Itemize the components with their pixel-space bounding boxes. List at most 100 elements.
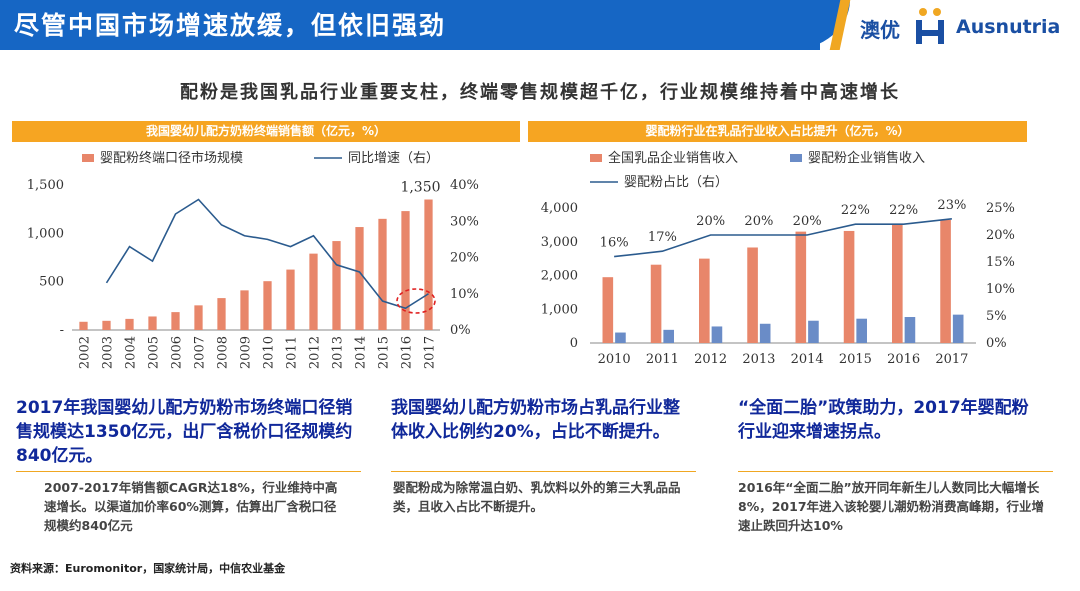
bar-formula-revenue <box>759 323 771 343</box>
bar-formula-revenue <box>856 318 867 343</box>
highlight-3-title: “全面二胎”政策助力，2017年婴配粉行业迎来增速拐点。 <box>738 398 1029 442</box>
bar-market-size <box>79 321 88 330</box>
y-right-tick-label: 25% <box>986 201 1015 216</box>
bar-formula-revenue <box>808 320 819 343</box>
y-right-tick-label: 10% <box>986 282 1015 297</box>
x-tick-label: 2010 <box>598 352 631 367</box>
x-tick-label: 2016 <box>400 336 415 369</box>
x-tick-label: 2003 <box>101 336 116 369</box>
bar-market-size <box>332 241 341 330</box>
line-data-label: 20% <box>744 214 773 229</box>
x-tick-label: 2015 <box>839 352 872 367</box>
x-tick-label: 2015 <box>377 336 392 369</box>
bar-formula-revenue <box>615 332 626 343</box>
bar-market-size <box>309 253 318 330</box>
bar-market-size <box>263 281 272 330</box>
x-tick-label: 2013 <box>742 352 775 367</box>
line-data-label: 23% <box>937 198 966 213</box>
highlight-3-note: 2016年“全面二胎”放开同年新生儿人数同比大幅增长8%，2017年进入该轮婴儿… <box>738 480 1045 533</box>
legend-swatch-market-size <box>82 154 94 162</box>
line-growth-rate <box>105 198 429 310</box>
bar-market-size <box>148 316 157 330</box>
bar-market-size <box>401 211 410 330</box>
y-right-tick-label: 20% <box>986 228 1015 243</box>
legend-swatch-dairy-revenue <box>590 154 602 162</box>
x-tick-label: 2012 <box>308 336 323 369</box>
header-band <box>0 0 820 50</box>
line-data-label: 20% <box>793 214 822 229</box>
y-right-tick-label: 40% <box>450 178 479 193</box>
legend-label-share: 婴配粉占比（右） <box>624 175 728 190</box>
bar-market-size <box>286 269 295 330</box>
highlight-1-note: 2007-2017年销售额CAGR达18%，行业维持中高速增长。以渠道加价率60… <box>44 480 338 533</box>
highlight-1-rule <box>16 471 361 472</box>
x-tick-label: 2010 <box>262 336 277 369</box>
x-tick-label: 2012 <box>694 352 727 367</box>
x-tick-label: 2008 <box>216 336 231 369</box>
bar-dairy-revenue <box>843 230 855 343</box>
page-subtitle: 配粉是我国乳品行业重要支柱，终端零售规模超千亿，行业规模维持着中高速增长 <box>180 82 900 103</box>
bar-formula-revenue <box>663 329 674 343</box>
bar-formula-revenue <box>711 326 723 343</box>
line-data-label: 16% <box>600 236 629 251</box>
y-left-tick-label: 1,500 <box>27 178 64 193</box>
bar-market-size <box>378 218 387 330</box>
legend-label-growth: 同比增速（右） <box>348 151 439 166</box>
logo-chinese-name: 澳优 <box>860 18 900 42</box>
bar-dairy-revenue <box>747 247 758 343</box>
bar-formula-revenue <box>952 314 964 343</box>
x-tick-label: 2005 <box>147 336 162 369</box>
highlight-1-title: 2017年我国婴幼儿配方奶粉市场终端口径销售规模达1350亿元，出厂含税价口径规… <box>16 398 353 466</box>
line-data-label: 22% <box>841 203 870 218</box>
x-tick-label: 2009 <box>239 336 254 369</box>
x-tick-label: 2004 <box>124 336 139 369</box>
y-right-tick-label: 0% <box>450 323 471 338</box>
highlight-2-title: 我国婴幼儿配方奶粉市场占乳品行业整体收入比例约20%，占比不断提升。 <box>391 398 680 442</box>
header-bar: 尽管中国市场增速放缓，但依旧强劲 澳优 Ausnutria <box>0 0 1080 50</box>
bar-data-label: 1,350 <box>400 180 440 196</box>
x-tick-label: 2002 <box>78 336 93 369</box>
logo-english-name: Ausnutria <box>956 16 1061 38</box>
y-left-tick-label: 3,000 <box>541 235 578 250</box>
line-data-label: 17% <box>648 230 677 245</box>
legend-swatch-formula-revenue <box>790 154 802 162</box>
y-right-tick-label: 20% <box>450 251 479 266</box>
y-left-tick-label: 1,000 <box>541 302 578 317</box>
bar-dairy-revenue <box>795 231 807 343</box>
bar-dairy-revenue <box>602 277 614 343</box>
bar-market-size <box>424 199 433 330</box>
legend-label-dairy-revenue: 全国乳品企业销售收入 <box>608 150 738 166</box>
brand-logo: 澳优 Ausnutria <box>860 6 1075 46</box>
bar-formula-revenue <box>904 317 916 343</box>
x-tick-label: 2013 <box>331 336 346 369</box>
bar-dairy-revenue <box>892 224 903 343</box>
bar-market-size <box>240 290 249 330</box>
chart-infant-formula-sales: 婴配粉终端口径市场规模 同比增速（右） - 500 1,000 1,500 0% 10% 20%… <box>27 150 479 369</box>
bar-market-size <box>125 318 134 330</box>
y-left-tick-label: 1,000 <box>27 226 64 241</box>
x-tick-label: 2014 <box>791 352 824 367</box>
bar-market-size <box>171 312 180 330</box>
data-source-note: 资料来源：Euromonitor，国家统计局，中信农业基金 <box>10 562 286 575</box>
chart1-title: 我国婴幼儿配方奶粉终端销售额（亿元，%） <box>12 121 520 142</box>
x-tick-label: 2014 <box>354 336 369 369</box>
x-tick-label: 2007 <box>193 336 208 369</box>
legend-label-formula-revenue: 婴配粉企业销售收入 <box>808 150 925 166</box>
bar-market-size <box>102 320 111 330</box>
x-tick-label: 2016 <box>887 352 920 367</box>
y-right-tick-label: 0% <box>986 336 1007 351</box>
y-left-tick-label: - <box>60 323 64 338</box>
logo-figure-icon <box>916 8 944 44</box>
x-tick-label: 2017 <box>423 336 438 369</box>
page-title: 尽管中国市场增速放缓，但依旧强劲 <box>14 11 447 40</box>
bar-market-size <box>194 305 203 330</box>
legend-label-market-size: 婴配粉终端口径市场规模 <box>100 150 243 166</box>
bar-dairy-revenue <box>650 264 662 343</box>
x-tick-label: 2011 <box>646 352 679 367</box>
y-left-tick-label: 2,000 <box>541 269 578 284</box>
y-right-tick-label: 15% <box>986 255 1015 270</box>
x-tick-label: 2011 <box>285 336 300 369</box>
y-right-tick-label: 10% <box>450 287 479 302</box>
x-tick-label: 2017 <box>935 352 968 367</box>
